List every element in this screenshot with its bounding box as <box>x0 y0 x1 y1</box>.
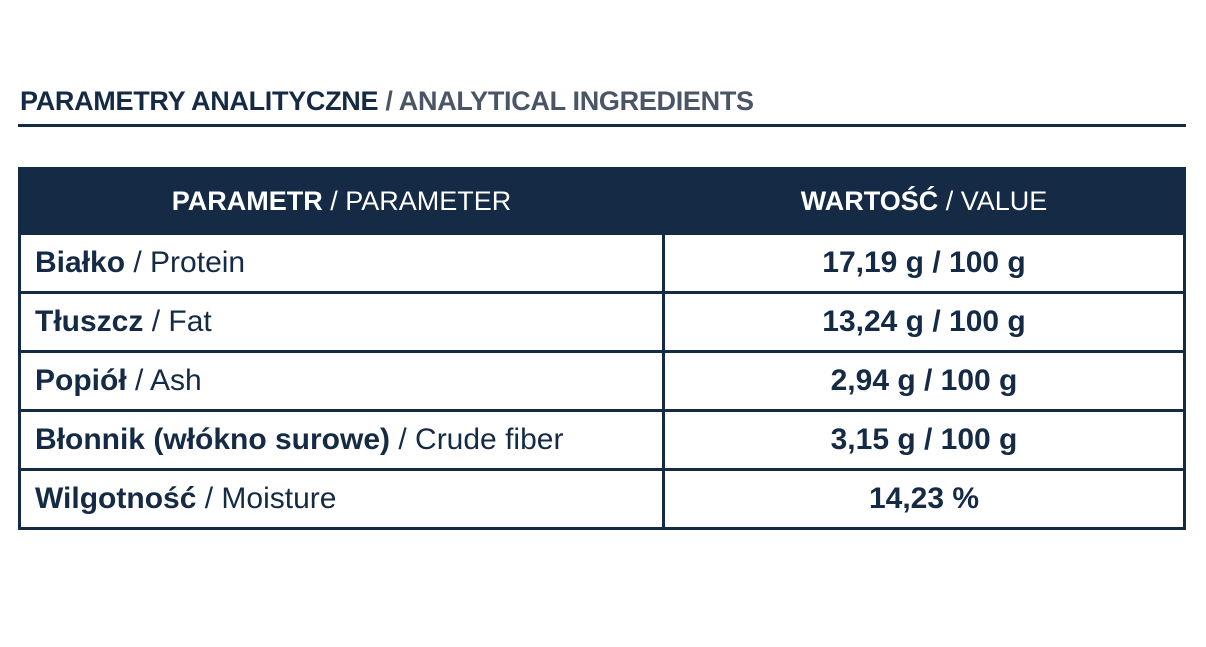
parameter-cell: Białko / Protein <box>18 232 665 294</box>
value-cell: 2,94 g / 100 g <box>662 350 1186 412</box>
table-row: Tłuszcz / Fat 13,24 g / 100 g <box>18 291 1186 353</box>
parameter-bold: Błonnik (włókno surowe) <box>35 423 391 456</box>
table-row: Błonnik (włókno surowe) / Crude fiber 3,1… <box>18 409 1186 471</box>
parameter-regular: / Fat <box>151 305 212 338</box>
value-cell: 13,24 g / 100 g <box>662 291 1186 353</box>
parameter-cell: Wilgotność / Moisture <box>18 468 665 530</box>
ingredients-table: PARAMETR / PARAMETER WARTOŚĆ / VALUE Bia… <box>18 167 1186 530</box>
header-regular: / PARAMETER <box>330 185 512 216</box>
title-underline <box>18 124 1186 127</box>
value-cell: 3,15 g / 100 g <box>662 409 1186 471</box>
header-regular: / VALUE <box>945 185 1048 216</box>
parameter-regular: / Moisture <box>204 482 337 515</box>
parameter-bold: Wilgotność <box>35 482 197 515</box>
parameter-cell: Tłuszcz / Fat <box>18 291 665 353</box>
parameter-regular: / Protein <box>133 246 246 279</box>
parameter-cell: Błonnik (włókno surowe) / Crude fiber <box>18 409 665 471</box>
parameter-cell: Popiół / Ash <box>18 350 665 412</box>
section-title: PARAMETRY ANALITYCZNE / ANALYTICAL INGRE… <box>20 86 754 117</box>
value-cell: 14,23 % <box>662 468 1186 530</box>
header-row: PARAMETR / PARAMETER WARTOŚĆ / VALUE <box>18 167 1186 235</box>
header-cell: WARTOŚĆ / VALUE <box>662 167 1186 235</box>
table-body: Białko / Protein 17,19 g / 100 g Tłuszcz /… <box>18 232 1186 530</box>
header-bold: WARTOŚĆ <box>800 185 939 216</box>
title-bold: PARAMETRY ANALITYCZNE <box>20 86 379 116</box>
parameter-bold: Popiół <box>35 364 127 397</box>
parameter-regular: / Ash <box>135 364 202 397</box>
table-row: Wilgotność / Moisture 14,23 % <box>18 468 1186 530</box>
title-regular: / ANALYTICAL INGREDIENTS <box>385 86 754 116</box>
parameter-bold: Tłuszcz <box>35 305 144 338</box>
parameter-bold: Białko <box>35 246 126 279</box>
table-row: Białko / Protein 17,19 g / 100 g <box>18 232 1186 294</box>
parameter-regular: / Crude fiber <box>398 423 564 456</box>
header-cell: PARAMETR / PARAMETER <box>18 167 665 235</box>
value-cell: 17,19 g / 100 g <box>662 232 1186 294</box>
table-row: Popiół / Ash 2,94 g / 100 g <box>18 350 1186 412</box>
header-bold: PARAMETR <box>171 185 323 216</box>
